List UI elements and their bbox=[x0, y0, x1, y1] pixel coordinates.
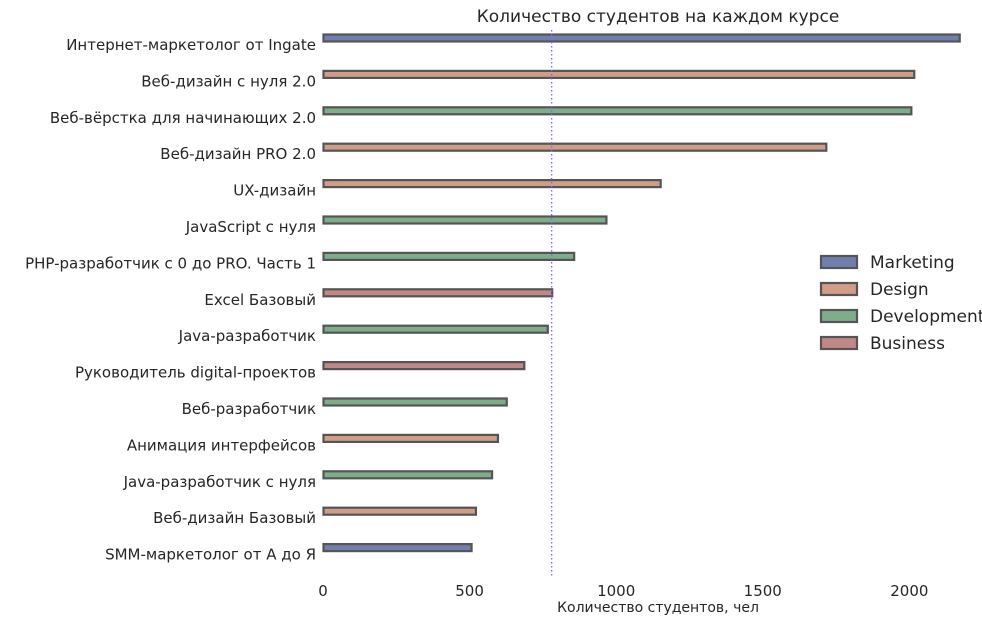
category-label: PHP-разработчик с 0 до PRO. Часть 1 bbox=[25, 254, 316, 272]
x-tick-label: 2000 bbox=[890, 582, 928, 600]
category-label: Руководитель digital-проектов bbox=[75, 364, 316, 382]
bars-group bbox=[322, 33, 961, 553]
bar bbox=[322, 542, 473, 553]
category-labels: Интернет-маркетолог от Ingate Веб-дизайн … bbox=[25, 36, 316, 564]
bar bbox=[322, 324, 549, 334]
category-label: Веб-дизайн Базовый bbox=[153, 509, 316, 527]
category-label: Интернет-маркетолог от Ingate bbox=[66, 36, 316, 54]
bar bbox=[322, 142, 828, 152]
category-label: Excel Базовый bbox=[204, 291, 316, 309]
x-axis-label: Количество студентов, чел bbox=[557, 600, 759, 616]
bar bbox=[322, 215, 608, 225]
bar bbox=[322, 470, 494, 480]
x-tick-labels: 0 500 1000 1500 2000 bbox=[318, 582, 928, 600]
category-label: Веб-дизайн с нуля 2.0 bbox=[141, 72, 316, 90]
legend-swatch bbox=[819, 335, 859, 351]
category-label: Java-разработчик с нуля bbox=[123, 473, 316, 491]
legend-label: Design bbox=[870, 280, 929, 300]
category-label: Веб-разработчик bbox=[182, 400, 316, 418]
x-tick-label: 0 bbox=[318, 582, 328, 600]
category-label: SMM-маркетолог от А до Я bbox=[105, 546, 316, 564]
bar bbox=[322, 33, 961, 43]
legend-label: Development bbox=[870, 307, 982, 327]
bar bbox=[322, 506, 478, 516]
legend-label: Business bbox=[870, 334, 945, 354]
legend-swatch bbox=[819, 254, 859, 270]
x-tick-label: 500 bbox=[455, 582, 484, 600]
bar bbox=[322, 69, 916, 80]
category-label: JavaScript с нуля bbox=[185, 218, 316, 236]
category-label: UX-дизайн bbox=[233, 182, 316, 200]
category-label: Веб-вёрстка для начинающих 2.0 bbox=[50, 109, 316, 127]
category-label: Анимация интерфейсов bbox=[127, 436, 316, 454]
legend-label: Marketing bbox=[870, 253, 955, 273]
bar bbox=[322, 179, 662, 189]
legend-swatch bbox=[819, 308, 859, 324]
bar bbox=[322, 397, 508, 407]
bar bbox=[322, 361, 526, 371]
x-tick-label: 1500 bbox=[744, 582, 782, 600]
bar bbox=[322, 288, 554, 298]
legend-swatch bbox=[819, 281, 859, 297]
bar bbox=[322, 251, 576, 261]
legend: Marketing Design Development Business bbox=[819, 253, 982, 354]
bar bbox=[322, 106, 913, 116]
category-label: Веб-дизайн PRO 2.0 bbox=[160, 145, 316, 163]
bar bbox=[322, 433, 500, 443]
x-tick-label: 1000 bbox=[597, 582, 635, 600]
category-label: Java-разработчик bbox=[178, 327, 316, 345]
chart-title: Количество студентов на каждом курсе bbox=[477, 7, 840, 27]
